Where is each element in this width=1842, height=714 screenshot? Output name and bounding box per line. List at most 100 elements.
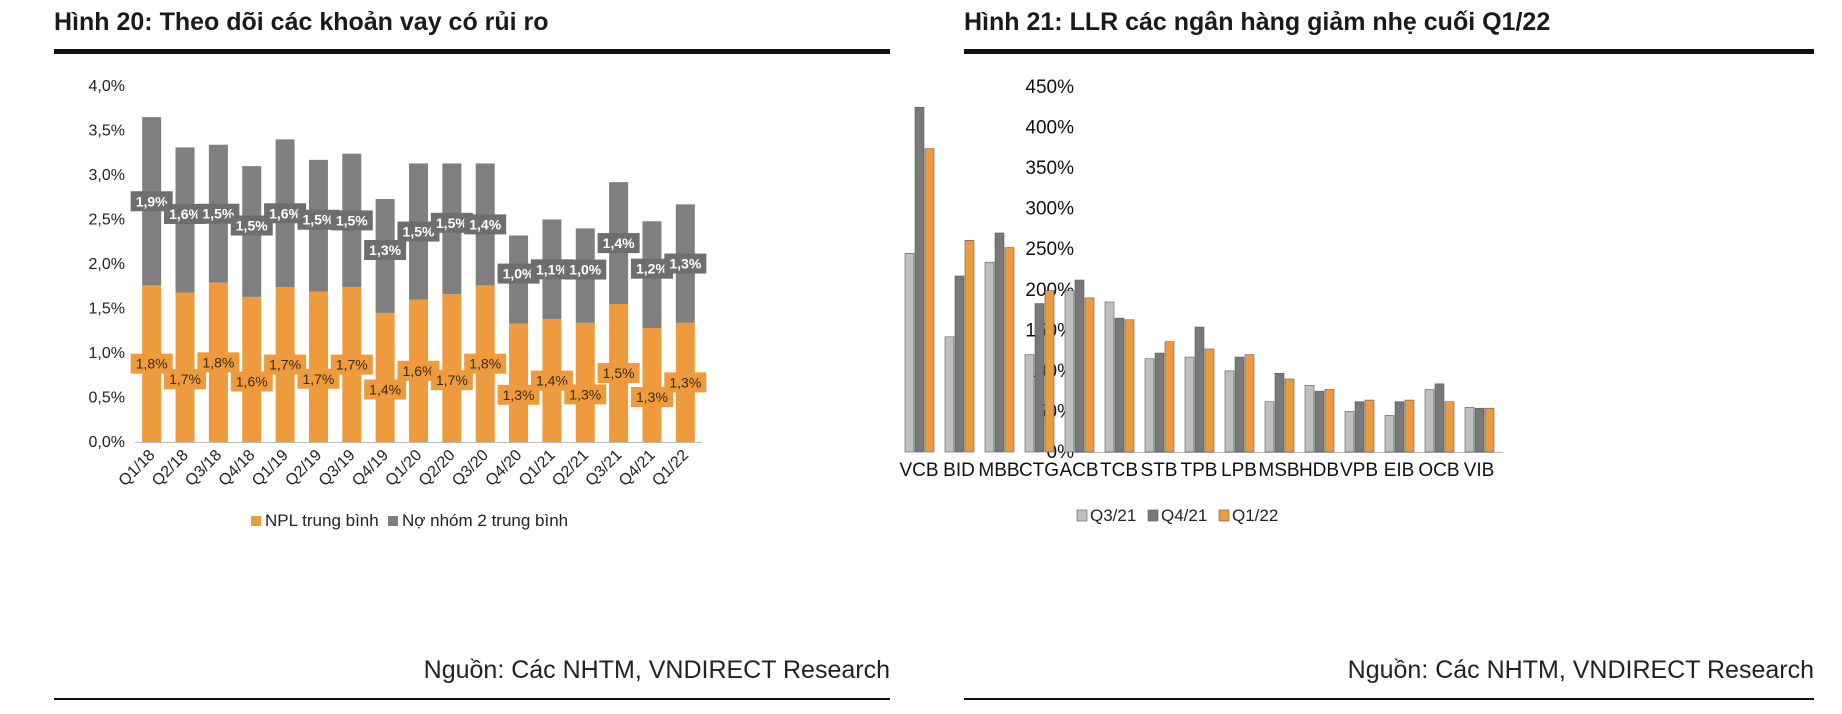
x-tick-label: Q2/19 [282,447,325,490]
group2-data-label: 1,6% [169,206,201,222]
q3-21-bar [1024,354,1035,453]
left-source-note: Nguồn: Các NHTM, VNDIRECT Research [423,656,890,684]
x-tick-label: OCB [1418,460,1459,481]
q3-21-bar [1464,407,1475,453]
y-tick-label: 2,0% [89,256,125,273]
npl-data-label: 1,7% [269,357,301,373]
q3-21-bar [1304,385,1315,453]
x-tick-label: MBB [978,460,1019,481]
x-tick-label: VPB [1340,460,1378,481]
x-tick-label: TPB [1181,460,1218,481]
legend-group2-swatch [388,516,398,526]
npl-data-label: 1,7% [336,357,368,373]
group2-label-box [630,258,673,279]
y-tick-label: 4,0% [89,78,125,95]
q3-21-bar [1104,301,1115,453]
q1-22-bar [964,240,975,453]
group2-data-label: 1,3% [369,242,401,258]
q1-22-bar [1404,399,1415,453]
npl-data-label: 1,5% [603,365,635,381]
group2-label-box [230,215,273,236]
group2-label-box [564,259,607,280]
npl-data-label: 1,8% [136,356,168,372]
q4-21-bar [1274,373,1285,453]
group2-data-label: 1,4% [469,216,501,232]
left-figure-panel: Hình 20: Theo dõi các khoản vay có rủi r… [54,0,890,714]
y-tick-label: 3,5% [89,123,125,140]
group2-data-label: 1,6% [269,205,301,221]
q1-22-bar [1084,297,1095,453]
npl-label-box [230,371,273,392]
npl-data-label: 1,4% [536,373,568,389]
y-tick-label: 350% [1025,158,1074,179]
npl-bar [575,322,595,442]
q1-22-bar [1324,389,1335,453]
y-tick-label: 0,5% [89,390,125,407]
q4-21-bar [1474,407,1485,453]
x-tick-label: Q2/21 [549,447,592,490]
x-tick-label: Q4/19 [349,447,392,490]
y-tick-label: 2,5% [89,212,125,229]
npl-data-label: 1,3% [669,374,701,390]
y-tick-label: 200% [1025,280,1074,301]
q3-21-bar [1344,411,1355,453]
x-tick-label: HDB [1299,460,1339,481]
legend-group2-label: Nợ nhóm 2 trung bình [402,511,568,530]
legend-swatch [1147,509,1159,522]
group2-label-box [297,209,340,230]
npl-bar [509,323,529,442]
group2-label-box [164,203,207,224]
npl-data-label: 1,8% [469,356,501,372]
group2-data-label: 1,5% [202,206,234,222]
npl-label-box [630,387,673,408]
y-tick-label: 1,5% [89,301,125,318]
q4-21-bar [1194,326,1205,453]
x-tick-label: Q4/21 [616,447,659,490]
q1-22-bar [1164,341,1175,453]
q1-22-bar [1444,401,1455,453]
legend-swatch [1076,509,1088,522]
right-bottom-rule [964,698,1814,700]
q1-22-bar [924,148,935,453]
group2-label-box [597,233,640,254]
q1-22-bar [1044,290,1055,453]
npl-bar [175,292,195,442]
group2-data-label: 1,5% [336,212,368,228]
npl-data-label: 1,7% [302,371,334,387]
group2-data-label: 1,9% [136,193,168,209]
q3-21-bar [1424,389,1435,453]
npl-label-box [464,353,507,374]
left-bottom-rule [54,698,890,700]
q1-22-bar [1244,354,1255,453]
npl-label-box [297,368,340,389]
legend-swatch [1218,509,1230,522]
x-tick-label: Q1/18 [116,447,159,490]
q3-21-bar [944,336,955,453]
npl-bar [442,294,462,442]
group2-data-label: 1,0% [569,262,601,278]
npl-data-label: 1,8% [202,354,234,370]
left-title-rule [54,49,890,54]
npl-bar [308,291,328,442]
x-tick-label: Q1/22 [649,447,692,490]
x-tick-label: BID [943,460,975,481]
q1-22-bar [1204,348,1215,453]
y-tick-label: 450% [1025,77,1074,98]
npl-data-label: 1,3% [569,386,601,402]
q3-21-bar [1264,401,1275,453]
npl-label-box [330,354,373,375]
group2-label-box [264,203,307,224]
q1-22-bar [1484,407,1495,453]
npl-label-box [364,379,407,400]
y-tick-label: 300% [1025,199,1074,220]
x-tick-label: LPB [1221,460,1257,481]
q3-21-bar [984,261,995,453]
q4-21-bar [994,232,1005,453]
q1-22-bar [1284,378,1295,453]
npl-data-label: 1,7% [436,372,468,388]
x-tick-label: Q3/20 [449,447,492,490]
npl-label-box [497,384,540,405]
x-tick-label: Q2/20 [416,447,459,490]
x-tick-label: Q3/19 [316,447,359,490]
right-grouped-bar-chart: 0%50%100%150%200%250%300%350%400%450%VCB… [899,77,1503,525]
